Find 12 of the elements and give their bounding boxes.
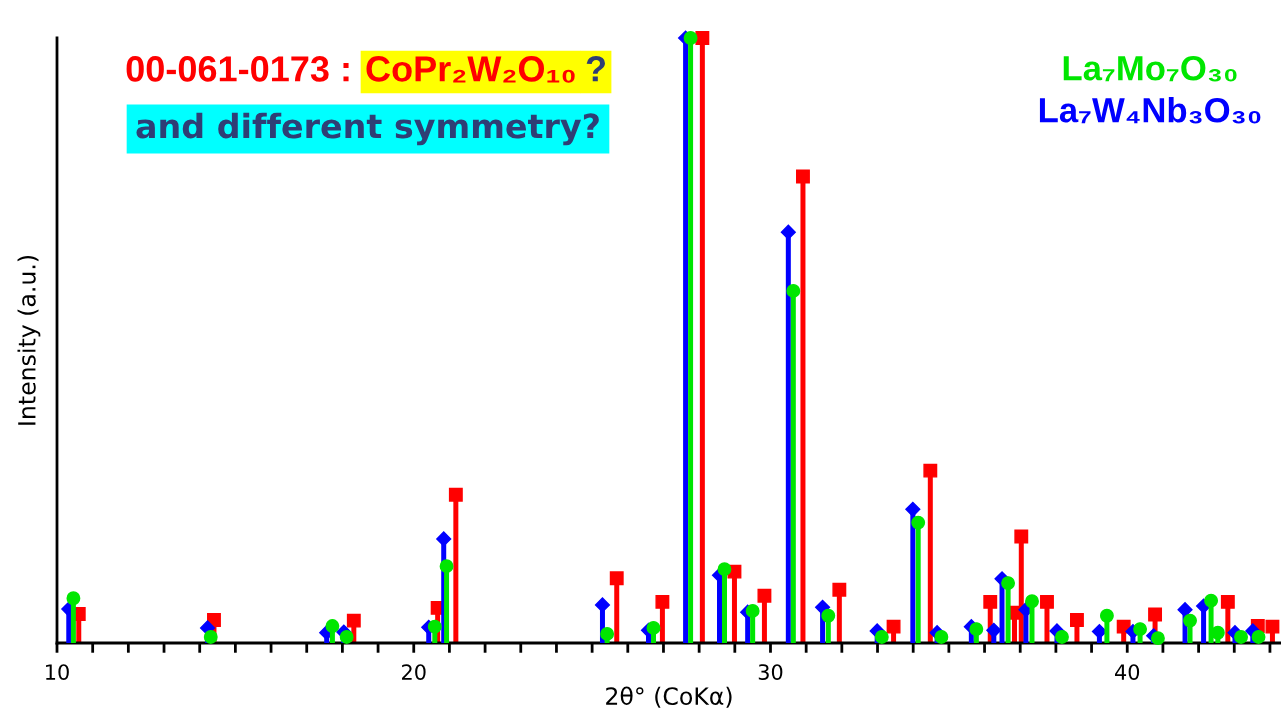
annotation: 00-061-0173 :	[126, 56, 349, 82]
annotation: and different symmetry?	[136, 112, 599, 146]
annotation: ?	[586, 56, 605, 82]
x-tick-label: 20	[402, 664, 426, 680]
y-axis-title: Intensity (a.u.)	[17, 255, 41, 425]
x-tick-label: 30	[758, 664, 783, 680]
x-tick-label: 40	[1115, 664, 1140, 680]
text: CoPr₂W₂O₁₀	[366, 56, 575, 83]
x-tick-label: 10	[46, 664, 69, 680]
x-axis-title: 2θ° (CoKα)	[606, 686, 732, 708]
text: La₇Mo₇O₃₀	[1063, 55, 1237, 82]
text: La₇W₄Nb₃O₃₀	[1039, 97, 1261, 124]
